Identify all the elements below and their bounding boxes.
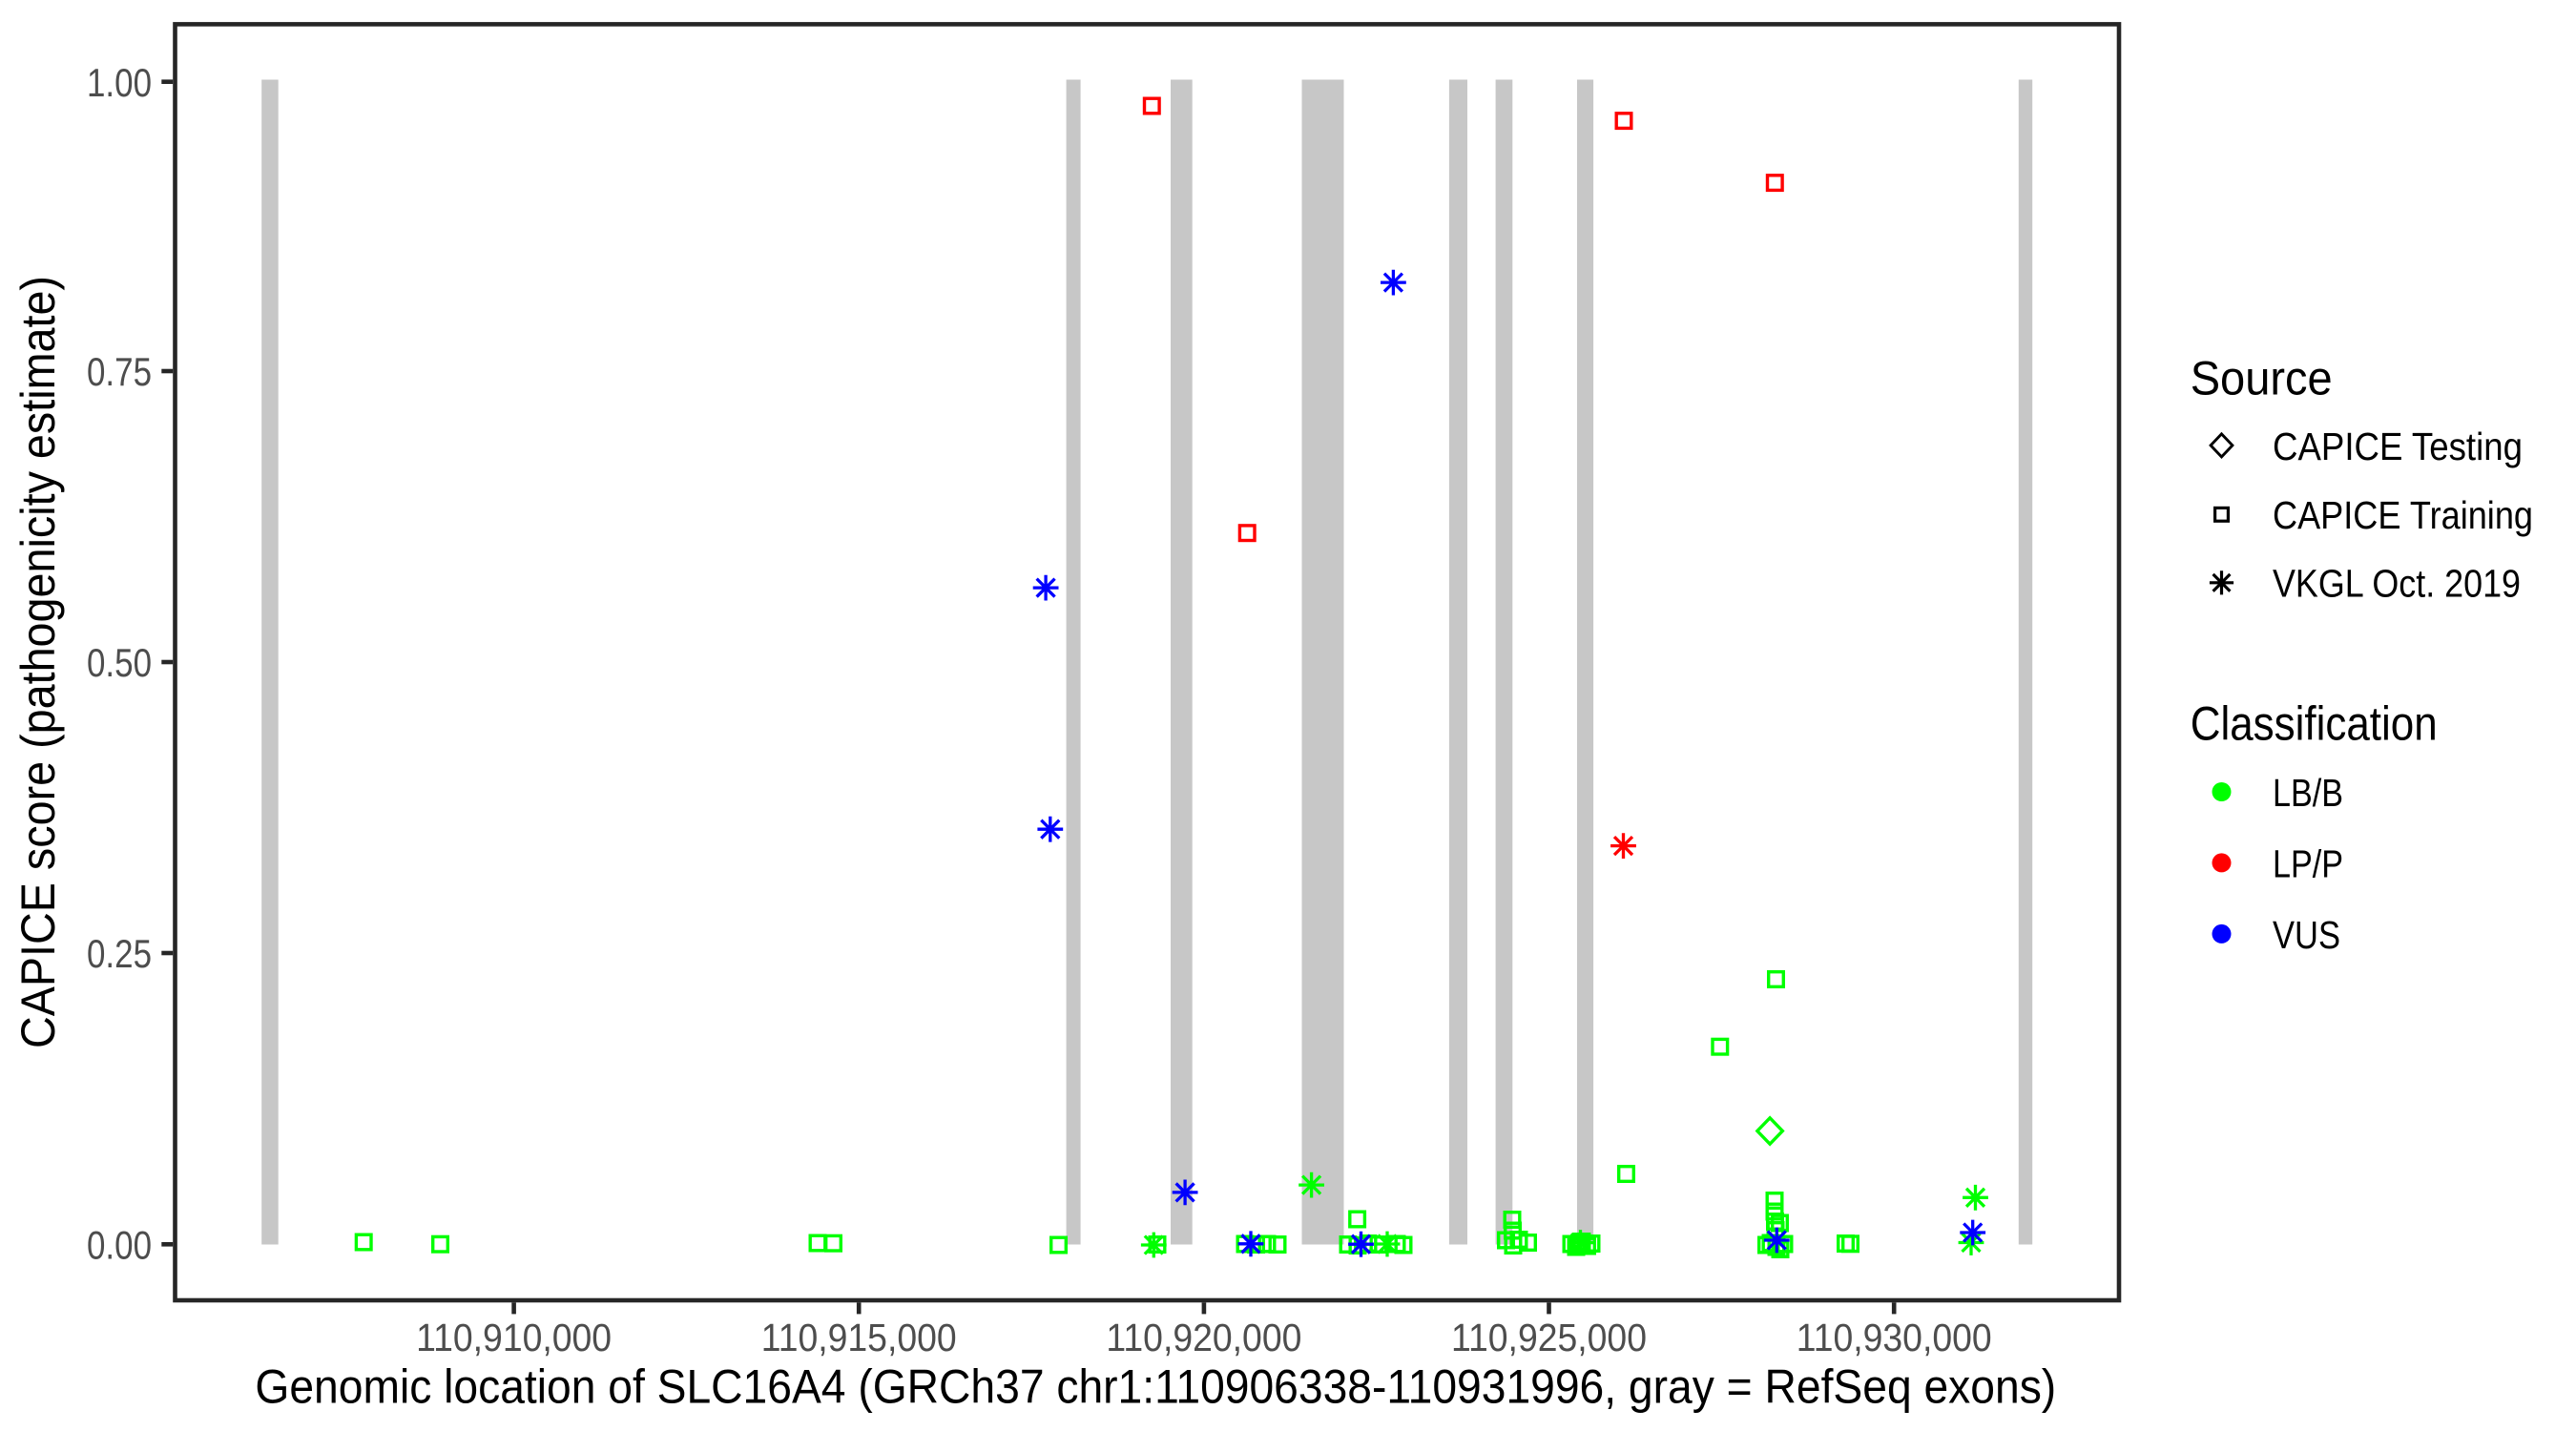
svg-text:0.00: 0.00 [87, 1222, 152, 1267]
svg-text:VKGL Oct. 2019: VKGL Oct. 2019 [2273, 562, 2521, 606]
svg-text:110,915,000: 110,915,000 [761, 1316, 957, 1359]
svg-text:0.75: 0.75 [87, 349, 152, 394]
svg-text:CAPICE score (pathogenicity es: CAPICE score (pathogenicity estimate) [11, 276, 65, 1048]
svg-text:110,910,000: 110,910,000 [416, 1316, 612, 1359]
svg-text:110,920,000: 110,920,000 [1106, 1316, 1301, 1359]
svg-text:VUS: VUS [2273, 913, 2340, 957]
svg-text:Genomic location of SLC16A4 (G: Genomic location of SLC16A4 (GRCh37 chr1… [255, 1359, 2056, 1413]
svg-text:Classification: Classification [2191, 697, 2438, 751]
svg-text:1.00: 1.00 [87, 60, 152, 105]
svg-text:110,925,000: 110,925,000 [1451, 1316, 1647, 1359]
svg-text:CAPICE Testing: CAPICE Testing [2273, 425, 2523, 468]
svg-text:Source: Source [2191, 352, 2333, 405]
svg-text:0.25: 0.25 [87, 931, 152, 976]
svg-text:CAPICE Training: CAPICE Training [2273, 493, 2533, 537]
svg-text:LP/P: LP/P [2273, 841, 2343, 885]
svg-text:0.50: 0.50 [87, 640, 152, 685]
svg-text:110,930,000: 110,930,000 [1797, 1316, 1992, 1359]
svg-text:LB/B: LB/B [2273, 771, 2343, 815]
